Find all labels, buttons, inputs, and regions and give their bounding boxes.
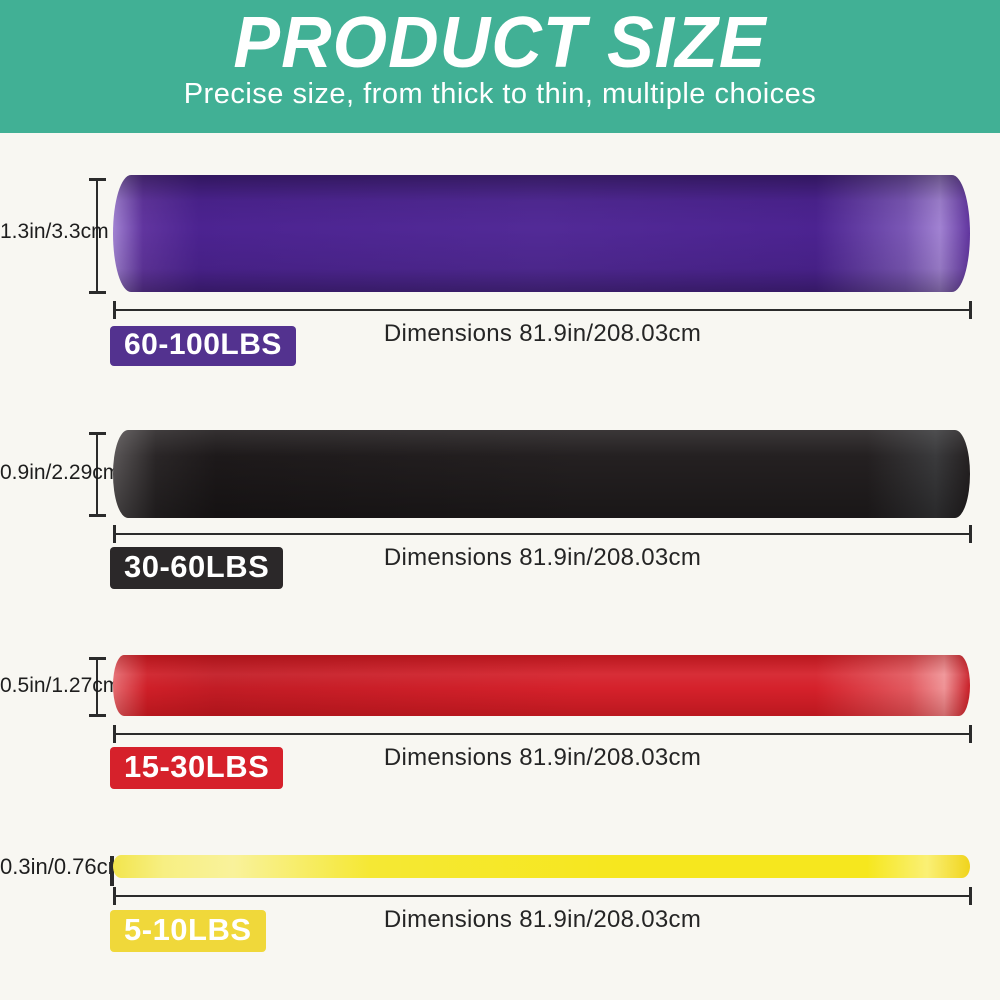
dimensions-label: Dimensions 81.9in/208.03cm [383,544,702,571]
dimensions-label: Dimensions 81.9in/208.03cm [383,320,702,347]
header-banner: PRODUCT SIZE Precise size, from thick to… [0,0,1000,133]
thickness-bracket [89,178,106,294]
resistance-band-black [113,430,970,518]
thickness-label: 0.9in/2.29cm [0,461,121,484]
page-subtitle: Precise size, from thick to thin, multip… [183,78,817,110]
resistance-band-yellow [113,855,970,878]
weight-badge: 30-60LBS [110,547,284,589]
thickness-label: 0.3in/0.76cm [0,854,126,879]
thickness-label: 1.3in/3.3cm [0,220,109,243]
weight-badge: 60-100LBS [110,326,296,366]
band-row-black: 0.9in/2.29cm 30-60LBS Dimensions 81.9in/… [0,415,1000,630]
thickness-bracket [89,657,106,717]
dimension-line [113,525,972,543]
band-row-yellow: 0.3in/0.76cm 5-10LBS Dimensions 81.9in/2… [0,840,1000,1000]
dimensions-label: Dimensions 81.9in/208.03cm [383,744,702,771]
thickness-bracket [89,432,106,517]
dimension-line [113,725,972,743]
dimension-line [113,301,972,319]
dimension-line [113,887,972,905]
thickness-label: 0.5in/1.27cm [0,674,121,697]
resistance-band-purple [113,175,970,292]
page-title: PRODUCT SIZE [233,1,767,83]
weight-badge: 5-10LBS [110,910,266,952]
dimensions-label: Dimensions 81.9in/208.03cm [383,906,702,933]
band-row-purple: 1.3in/3.3cm 60-100LBS Dimensions 81.9in/… [0,160,1000,405]
resistance-band-red [113,655,970,716]
thickness-tick [110,856,114,886]
weight-badge: 15-30LBS [110,747,284,789]
band-row-red: 0.5in/1.27cm 15-30LBS Dimensions 81.9in/… [0,640,1000,835]
